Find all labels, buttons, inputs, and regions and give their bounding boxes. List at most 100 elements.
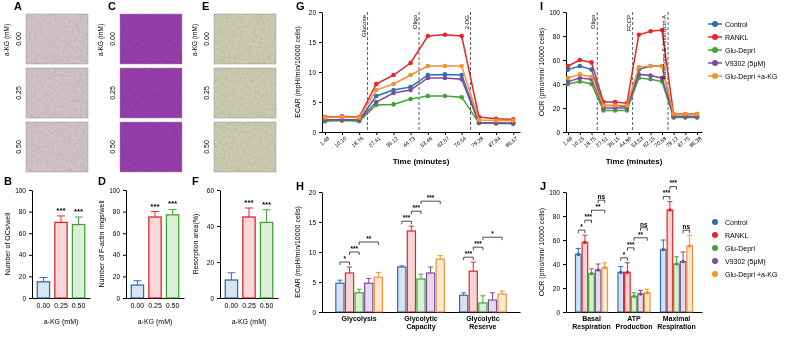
bar xyxy=(260,222,272,298)
tick: 0.50 xyxy=(72,302,86,309)
point xyxy=(459,64,464,69)
event-label: Rotenone & Antimycin A xyxy=(661,15,667,79)
bar xyxy=(427,273,435,312)
legend: ControlRANKLGlu-DepriV9302 (5μM)Glu-Depr… xyxy=(712,219,777,279)
legend-label: Glu-Depri +a-KG xyxy=(725,271,777,279)
tick: 100 xyxy=(109,187,126,194)
point xyxy=(637,33,642,38)
tick: GlycolyticReserve xyxy=(466,315,500,330)
tick: 20 xyxy=(309,189,322,196)
bar-dot xyxy=(661,248,665,252)
point xyxy=(408,73,413,78)
bar-dot xyxy=(645,291,649,295)
tick-label: 18.76 xyxy=(350,135,364,148)
legend-marker xyxy=(712,245,718,251)
panel-label: A xyxy=(14,0,22,12)
y-axis: 020406080100 xyxy=(549,189,566,316)
tick-label: 20 xyxy=(19,273,27,280)
point xyxy=(637,65,642,70)
error-bar xyxy=(480,296,485,303)
significance-bracket xyxy=(592,210,605,213)
tick-mark xyxy=(217,190,220,191)
tick-mark xyxy=(563,60,566,61)
tick-mark xyxy=(123,255,126,256)
bar xyxy=(667,210,673,312)
significance-bracket xyxy=(670,187,677,190)
tick-mark xyxy=(615,132,616,135)
micrograph xyxy=(214,14,276,64)
point xyxy=(566,64,570,69)
tick: 20 xyxy=(113,273,126,280)
micrograph xyxy=(26,68,88,118)
tick-mark xyxy=(29,255,32,256)
micrograph-texture xyxy=(26,122,88,172)
plot-area xyxy=(225,208,272,298)
point xyxy=(648,64,653,69)
significance-label: ** xyxy=(596,203,602,210)
error-bar xyxy=(357,289,362,293)
tick: 10 xyxy=(309,69,322,76)
tick-label: 100 xyxy=(549,9,560,16)
significance-label: ** xyxy=(638,231,644,238)
micrograph-texture xyxy=(26,14,88,64)
bar xyxy=(398,267,406,312)
tick-label: ATPProduction xyxy=(616,315,653,330)
tick: 44.80 xyxy=(618,132,632,149)
y-axis-title: Resorption area(%) xyxy=(192,214,200,275)
bar-dot xyxy=(688,244,692,248)
significance-label: *** xyxy=(465,250,473,257)
error-bar xyxy=(337,280,342,283)
error-bar xyxy=(490,293,495,300)
tick-mark xyxy=(627,132,628,135)
bar xyxy=(660,250,666,312)
bar xyxy=(631,296,637,312)
tick: 40 xyxy=(113,251,126,258)
error-bar xyxy=(419,274,424,279)
plot-area xyxy=(336,226,506,312)
error-bar xyxy=(471,262,476,271)
tick-mark xyxy=(563,288,566,289)
legend-label: Control xyxy=(725,21,748,28)
significance-bracket xyxy=(483,237,502,240)
error-bar xyxy=(75,217,83,225)
tick-mark xyxy=(462,132,463,135)
micrograph-texture xyxy=(120,68,182,118)
tick-mark xyxy=(319,12,322,13)
y-axis: 05101520 xyxy=(309,189,323,316)
tick-label-line: Respiration xyxy=(657,323,696,331)
x-axis-title: Time (minutes) xyxy=(606,157,663,166)
point xyxy=(683,112,688,117)
significance-bracket xyxy=(663,197,670,200)
tick-mark xyxy=(319,282,322,283)
point xyxy=(695,112,700,117)
tick-mark xyxy=(563,84,566,85)
point xyxy=(443,64,448,69)
plot-area xyxy=(323,12,516,132)
tick-mark xyxy=(651,132,652,135)
tick: 100 xyxy=(549,189,566,196)
significance-bracket xyxy=(683,230,690,233)
tick: 79.28 xyxy=(470,132,484,149)
point xyxy=(374,94,379,99)
significance-label: *** xyxy=(74,207,84,216)
chart: F02040600.000.250.50Resorption area(%)a-… xyxy=(192,175,279,326)
significance-label: *** xyxy=(427,194,435,201)
point xyxy=(671,112,676,117)
significance-bracket xyxy=(402,221,412,224)
x-axis-title: a-KG (mM) xyxy=(44,318,79,326)
plot-area xyxy=(37,216,84,298)
significance-label: *** xyxy=(584,213,592,220)
significance-label: *** xyxy=(627,241,635,248)
bar xyxy=(55,222,67,298)
significance-label: *** xyxy=(351,245,359,252)
error-bar xyxy=(133,281,141,285)
tick: 0.50 xyxy=(166,302,180,309)
tick-label-line: Respiration xyxy=(572,323,611,331)
significance-bracket xyxy=(641,228,648,231)
axis-line xyxy=(220,191,221,299)
tick-label: 10 xyxy=(309,249,317,256)
tick-mark xyxy=(376,132,377,135)
tick: GlycolyticCapacity xyxy=(404,315,438,331)
micrograph-texture xyxy=(120,122,182,172)
series-line xyxy=(568,66,697,114)
